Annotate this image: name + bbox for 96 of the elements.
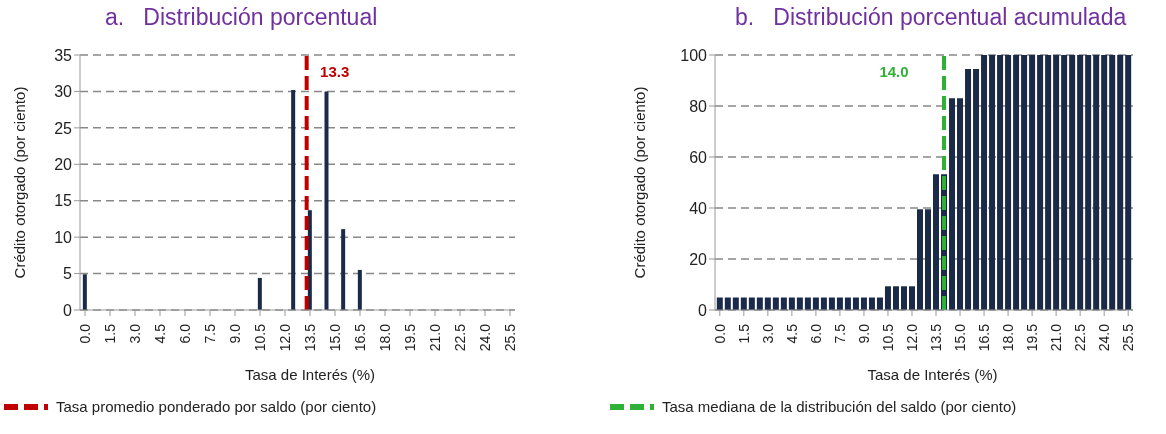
x-tick-label: 4.5 [152,323,168,344]
y-tick-label: 0 [698,301,708,319]
y-tick-label: 80 [689,97,708,115]
x-tick-label: 19.5 [1024,323,1041,352]
bar [1093,55,1100,310]
bar [997,55,1004,310]
x-tick-label: 6.0 [807,323,824,344]
x-tick-label: 25.5 [502,323,518,352]
bar [324,91,329,310]
chart-title: b. Distribución porcentual acumulada [734,3,1128,32]
y-tick-label: 30 [54,83,73,101]
bar [1109,55,1116,310]
bar [1053,55,1060,310]
x-tick-label: 15.0 [327,323,343,352]
y-tick-label: 20 [689,250,708,268]
bar [900,286,907,310]
bar [916,209,923,310]
x-tick-label: 3.0 [759,323,776,344]
bar [257,277,262,310]
x-tick-label: 7.5 [831,323,848,344]
x-tick-label: 6.0 [177,323,193,344]
y-tick-label: 40 [689,199,708,217]
y-tick-label: 5 [63,265,73,283]
text: Tasa promedio ponderado por saldo (por ciento) [56,398,377,415]
text: Tasa mediana de la distribución del saldo (por ciento) [662,398,1017,415]
x-axis-title: Tasa de Interés (%) [866,366,999,385]
y-tick-label: 60 [689,148,708,166]
bar [892,286,899,310]
x-tick-label: 16.5 [352,323,368,352]
x-tick-label: 3.0 [127,323,143,344]
bar [1125,55,1132,310]
x-tick-label: 12.0 [903,323,920,352]
y-tick-label: 25 [54,119,73,137]
y-tick-label: 10 [54,228,73,246]
bar [1029,55,1036,310]
y-tick-label: 15 [54,192,73,210]
x-tick-label: 19.5 [402,323,418,352]
x-tick-label: 12.0 [277,323,293,352]
x-axis-title: Tasa de Interés (%) [243,366,377,385]
bar [884,286,891,310]
bar [949,98,956,310]
x-tick-label: 18.0 [377,323,393,352]
x-tick-label: 22.5 [452,323,468,352]
chart-title: a. Distribución porcentual [104,3,379,32]
bar [925,209,931,310]
y-tick-label: 0 [63,301,73,319]
y-axis-title: Crédito otorgado (por ciento) [11,86,29,279]
x-tick-label: 9.0 [227,323,243,344]
x-tick-label: 13.5 [302,323,318,352]
ref-line-label: 13.3 [320,63,350,80]
bar [1117,55,1124,310]
bar [957,98,964,310]
bar [908,286,915,310]
x-tick-label: 0.0 [77,323,93,344]
bar [291,89,296,310]
y-tick-label: 100 [680,46,708,64]
bar [1013,55,1020,310]
bar [357,269,362,310]
x-tick-label: 9.0 [855,323,872,344]
bar [1101,55,1108,310]
y-tick-label: 20 [54,155,73,173]
bar [341,229,346,310]
x-tick-label: 21.0 [427,323,443,352]
bar [1045,55,1052,310]
bar [989,55,996,310]
x-tick-label: 25.5 [1120,323,1137,352]
x-tick-label: 7.5 [202,323,218,344]
x-tick-label: 22.5 [1072,323,1089,352]
bar [1077,55,1084,310]
x-tick-label: 0.0 [711,323,728,344]
bar [973,69,980,310]
bar [1085,55,1092,310]
x-tick-label: 18.0 [1000,323,1017,352]
x-tick-label: 10.5 [252,323,268,352]
bar [965,69,972,310]
x-tick-label: 24.0 [477,323,493,352]
bar [1021,55,1028,310]
ref-line-label: 14.0 [879,63,909,80]
bar [82,274,87,310]
bar [933,174,940,310]
x-tick-label: 10.5 [879,323,896,352]
y-axis-title: Crédito otorgado (por ciento) [631,86,649,279]
x-tick-label: 21.0 [1048,323,1065,352]
x-tick-label: 24.0 [1096,323,1113,352]
y-tick-label: 35 [54,46,73,64]
x-tick-label: 15.0 [952,323,969,352]
x-tick-label: 16.5 [976,323,993,352]
bar [981,55,988,310]
bar [1037,55,1044,310]
x-tick-label: 13.5 [928,323,945,352]
bar [1061,55,1068,310]
bar [1005,55,1012,310]
x-tick-label: 1.5 [102,323,118,344]
bar [1069,55,1076,310]
x-tick-label: 1.5 [735,323,752,344]
x-tick-label: 4.5 [783,323,800,344]
